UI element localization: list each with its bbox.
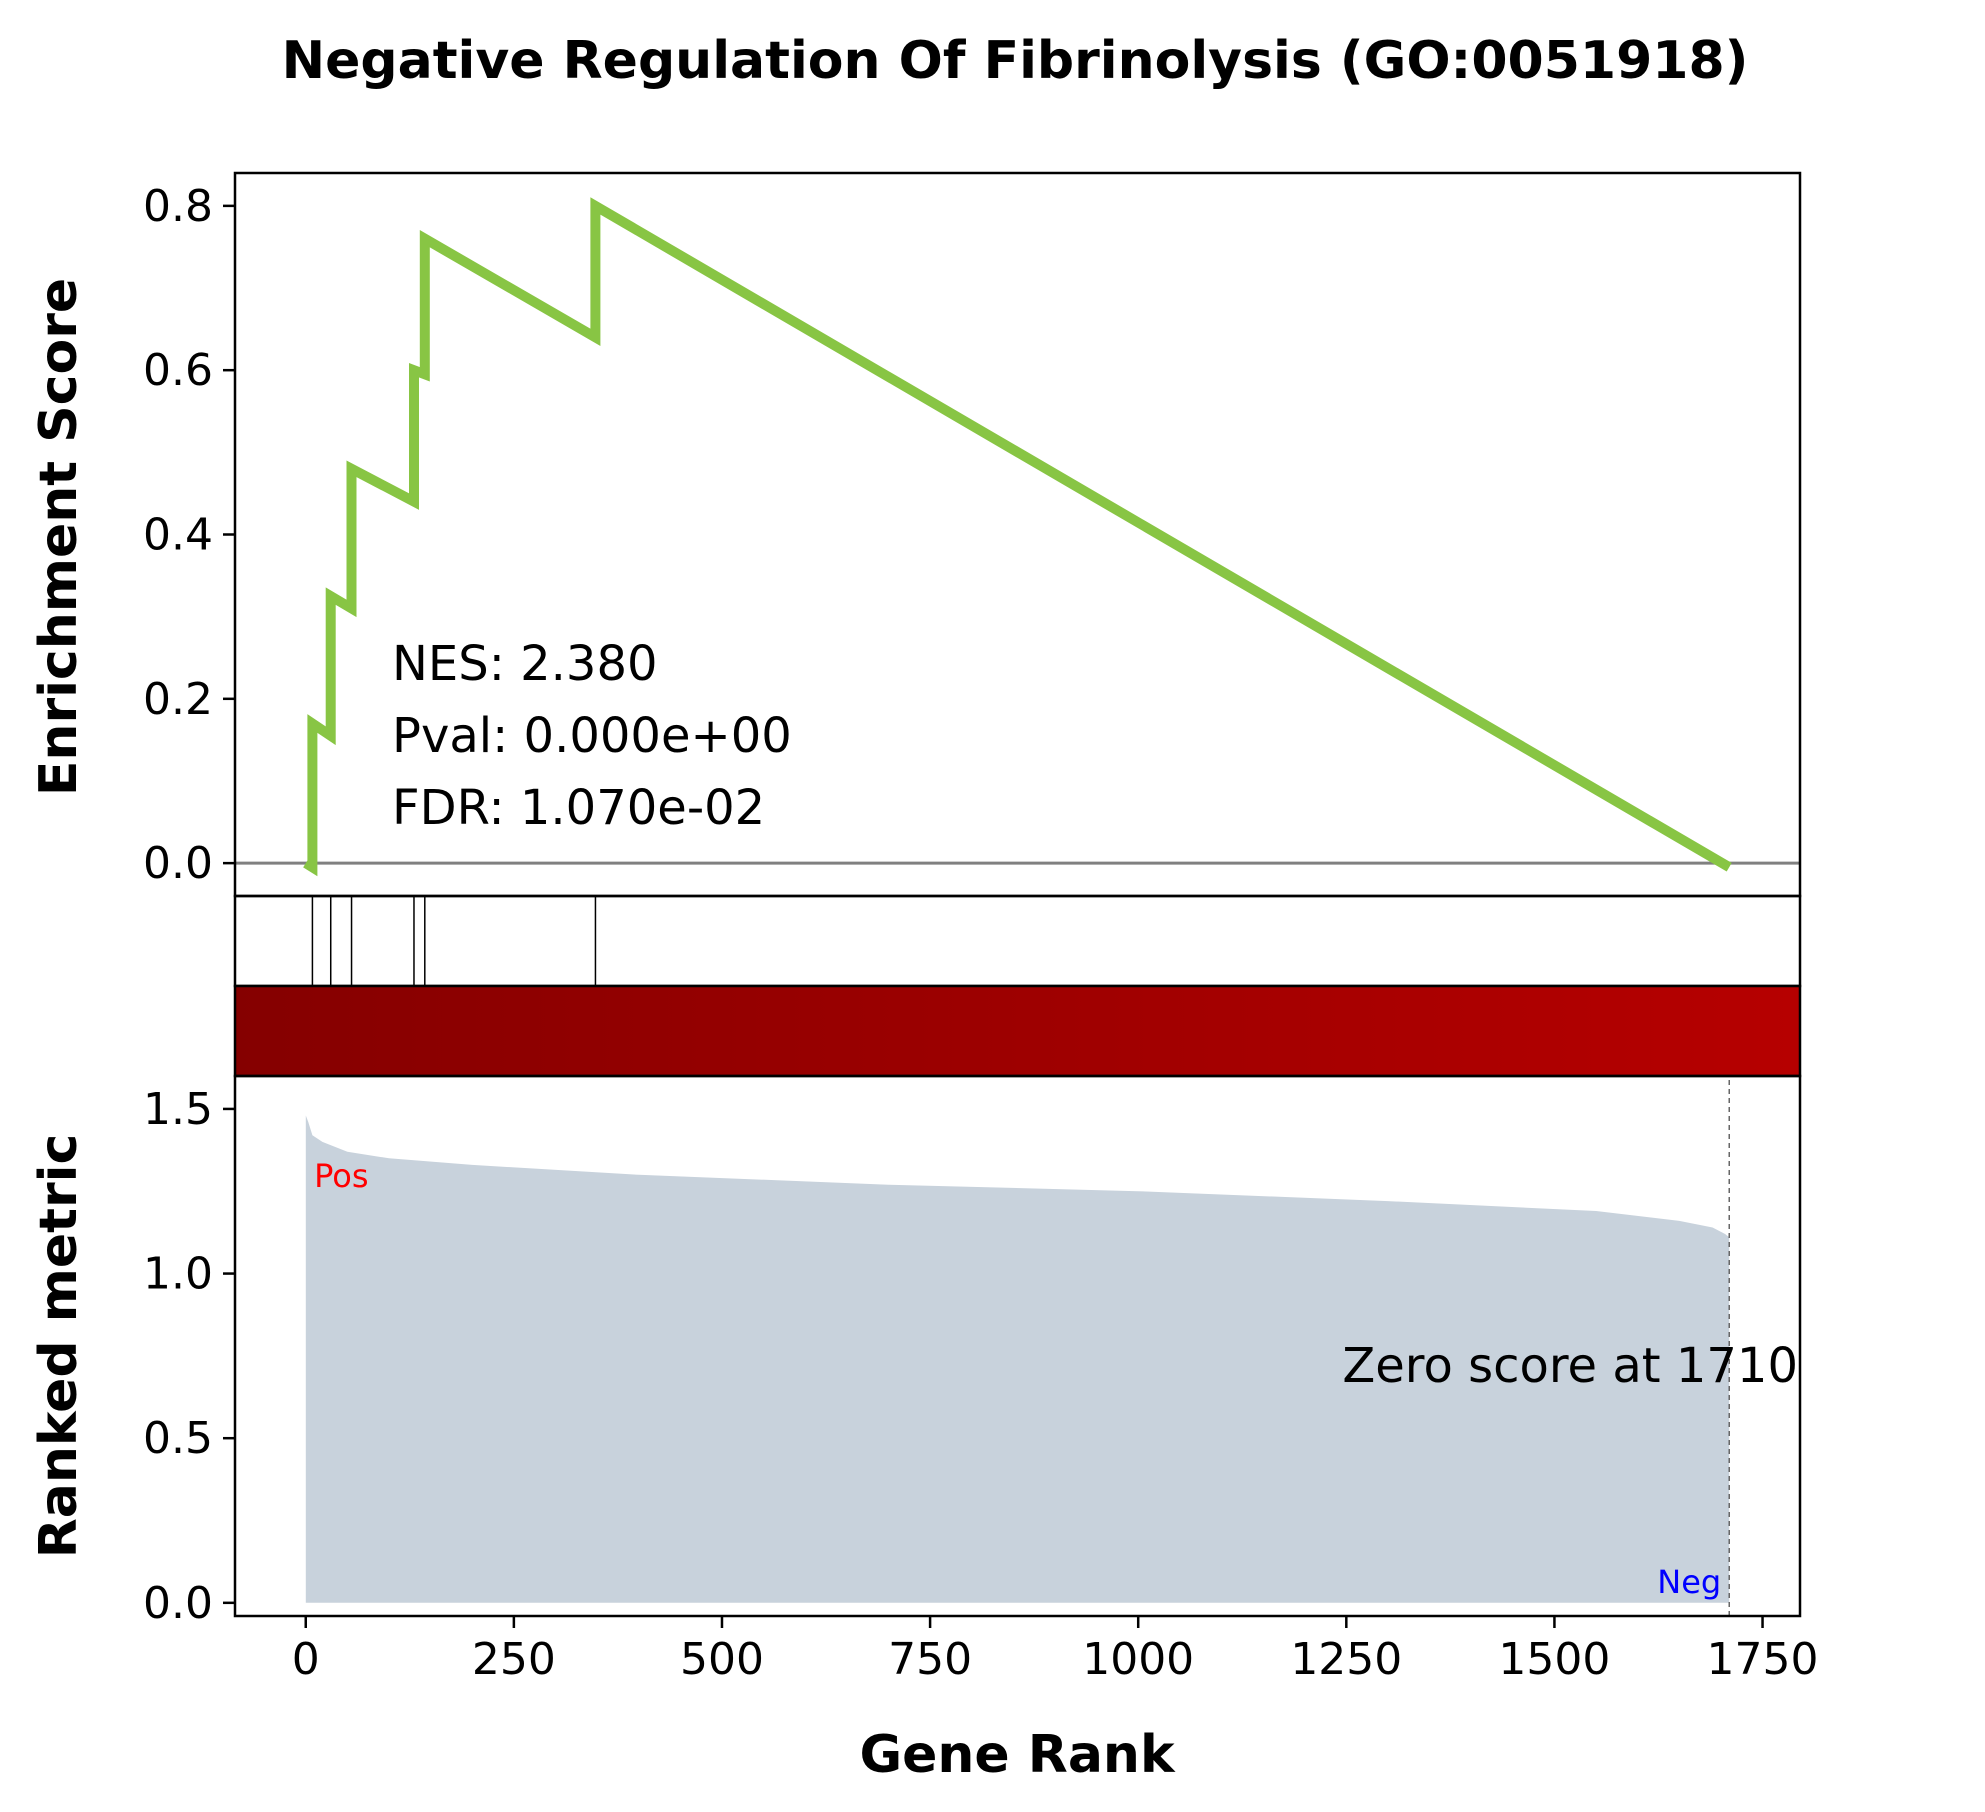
zero-score-annotation: Zero score at 1710	[1342, 1338, 1798, 1394]
es-y-tick-label: 0.4	[143, 510, 213, 561]
rank-y-tick-label: 1.0	[143, 1249, 213, 1300]
hits-panel-frame	[233, 894, 1802, 988]
x-tick-label: 0	[292, 1634, 320, 1685]
es-y-tick-label: 0.8	[143, 181, 213, 232]
gene-hits-panel	[233, 894, 1802, 988]
rank-y-tick-label: 0.5	[143, 1413, 213, 1464]
x-tick-label: 750	[888, 1634, 972, 1685]
rank-panel-frame	[233, 1074, 1802, 1618]
x-tick-label: 500	[680, 1634, 764, 1685]
pval-text: Pval: 0.000e+00	[392, 708, 792, 764]
fdr-text: FDR: 1.070e-02	[392, 780, 765, 836]
es-y-tick-label: 0.2	[143, 674, 213, 725]
rank-y-ticks: 0.0 0.5 1.0 1.5	[143, 1084, 235, 1629]
es-y-tick-label: 0.6	[143, 345, 213, 396]
enrichment-score-line	[303, 197, 1732, 877]
pos-label: Pos	[314, 1157, 368, 1195]
es-y-axis-label: Enrichment Score	[29, 278, 89, 796]
rank-y-axis-label: Ranked metric	[29, 1134, 89, 1559]
x-tick-label: 1750	[1707, 1634, 1819, 1685]
es-stats: NES: 2.380 Pval: 0.000e+00 FDR: 1.070e-0…	[392, 636, 792, 836]
x-axis-ticks: 0 250 500 750 1000 1250 1500 1750	[292, 1616, 1819, 1685]
rank-y-tick-label: 0.0	[143, 1578, 213, 1629]
ranked-metric-panel: Ranked metric 0.0 0.5 1.0 1.5 Zero score at…	[29, 1074, 1802, 1629]
neg-label: Neg	[1657, 1563, 1721, 1601]
es-y-ticks: 0.0 0.2 0.4 0.6 0.8	[143, 181, 235, 889]
x-tick-label: 250	[472, 1634, 556, 1685]
x-tick-label: 1250	[1290, 1634, 1402, 1685]
rank-y-tick-label: 1.5	[143, 1084, 213, 1135]
nes-text: NES: 2.380	[392, 636, 658, 692]
hit-lines	[311, 896, 597, 986]
ranked-metric-area	[305, 1115, 1730, 1603]
x-tick-label: 1000	[1082, 1634, 1194, 1685]
rank-color-bar	[233, 984, 1802, 1078]
x-axis-label: Gene Rank	[859, 1725, 1175, 1785]
es-y-tick-label: 0.0	[143, 838, 213, 889]
chart-title: Negative Regulation Of Fibrinolysis (GO:…	[282, 31, 1749, 91]
enrichment-score-panel: Enrichment Score 0.0 0.2 0.4 0.6 0.8 NES: 2.…	[29, 171, 1802, 898]
x-tick-label: 1500	[1498, 1634, 1610, 1685]
